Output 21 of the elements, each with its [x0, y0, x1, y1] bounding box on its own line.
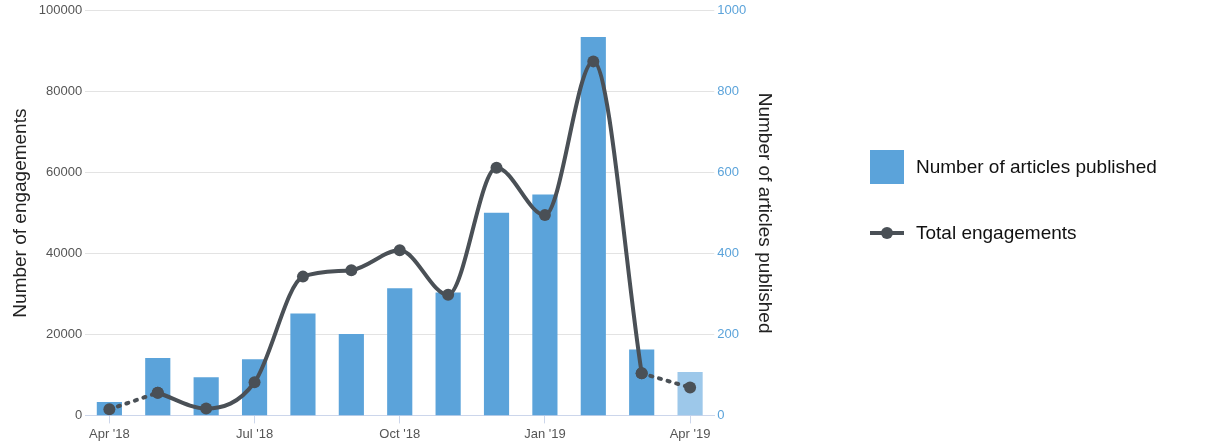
x-tick-label: Jan '19 — [524, 425, 566, 441]
y2-tick-label: 400 — [717, 245, 739, 261]
x-tick-label: Apr '18 — [88, 425, 130, 441]
y-axis-title: Number of engagements — [8, 108, 30, 318]
x-tick-label: Jul '18 — [235, 425, 274, 441]
y-tick-label: 0 — [74, 406, 83, 422]
y-tick-label: 80000 — [46, 83, 83, 99]
y-tick-label: 100000 — [38, 2, 83, 18]
y-tick-label: 40000 — [46, 245, 83, 261]
legend-label: Number of articles published — [916, 156, 1157, 178]
x-tick-label: Oct '18 — [379, 425, 421, 441]
y2-tick-label: 0 — [717, 406, 725, 422]
x-tick-label: Apr '19 — [669, 425, 711, 441]
y2-axis-title: Number of articles published — [755, 92, 777, 334]
y2-tick-label: 600 — [717, 164, 739, 180]
y2-tick-label: 200 — [717, 326, 739, 342]
y2-tick-label: 1000 — [717, 2, 747, 18]
y-tick-label: 60000 — [46, 164, 83, 180]
legend-label: Total engagements — [916, 222, 1077, 244]
y2-tick-label: 800 — [717, 83, 739, 99]
y-tick-label: 20000 — [46, 326, 83, 342]
